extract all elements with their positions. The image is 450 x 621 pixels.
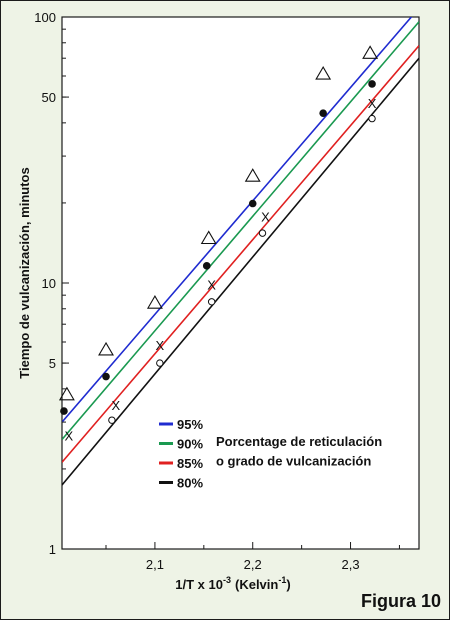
point-triangle: [362, 45, 379, 59]
point-triangle: [315, 66, 332, 80]
point-triangle: [146, 295, 163, 309]
fit-line-80pct: [62, 57, 419, 486]
x-tick-label: 2,1: [146, 557, 164, 572]
y-tick-label: 10: [42, 276, 56, 291]
point-triangle: [244, 168, 261, 182]
point-triangle: [200, 230, 217, 245]
y-tick-label: 100: [34, 10, 56, 25]
legend-label: 95%: [177, 417, 203, 432]
fit-line-85pct: [62, 45, 419, 463]
point-filled-circle: [368, 80, 376, 88]
point-triangle: [98, 341, 114, 356]
point-filled-circle: [319, 109, 327, 117]
point-open-circle: [368, 114, 376, 123]
point-x: X: [65, 428, 74, 443]
point-filled-circle: [102, 372, 110, 381]
x-tick-label: 2,2: [244, 557, 262, 572]
axis-ticks: 2,1 2,2 2,3 1 5 10 50 100: [34, 10, 400, 572]
x-tick-label: 2,3: [341, 557, 359, 572]
point-x: X: [111, 398, 120, 413]
point-x: X: [155, 338, 164, 353]
y-axis-title: Tiempo de vulcanización, minutos: [17, 167, 32, 378]
legend: 95% 90% 85% 80% Porcentage de reticulación o …: [159, 417, 382, 491]
point-triangle: [58, 386, 75, 401]
point-filled-circle: [248, 199, 257, 208]
y-tick-label: 1: [49, 542, 56, 557]
plot-area: [61, 16, 420, 550]
y-tick-label: 50: [42, 90, 56, 105]
figure-label: Figura 10: [361, 591, 441, 611]
point-x: X: [261, 210, 270, 225]
point-filled-circle: [202, 262, 211, 270]
x-axis-title: 1/T x 10-3 (Kelvin-1): [175, 575, 290, 592]
y-tick-label: 5: [49, 356, 56, 371]
data-points: X X X X X X: [58, 45, 379, 443]
point-x: X: [368, 96, 377, 111]
legend-label: 90%: [177, 437, 203, 452]
legend-label: 80%: [177, 476, 203, 491]
point-open-circle: [207, 298, 216, 306]
fit-lines: [62, 17, 419, 486]
point-open-circle: [258, 229, 267, 237]
fit-line-90pct: [62, 21, 419, 441]
legend-title-line: o grado de vulcanización: [216, 454, 371, 469]
point-open-circle: [108, 416, 116, 424]
point-x: X: [207, 277, 216, 292]
point-filled-circle: [60, 407, 68, 415]
legend-label: 85%: [177, 456, 203, 471]
point-open-circle: [156, 359, 164, 367]
fit-line-95pct: [62, 17, 413, 423]
legend-title-line: Porcentage de reticulación: [216, 434, 382, 449]
